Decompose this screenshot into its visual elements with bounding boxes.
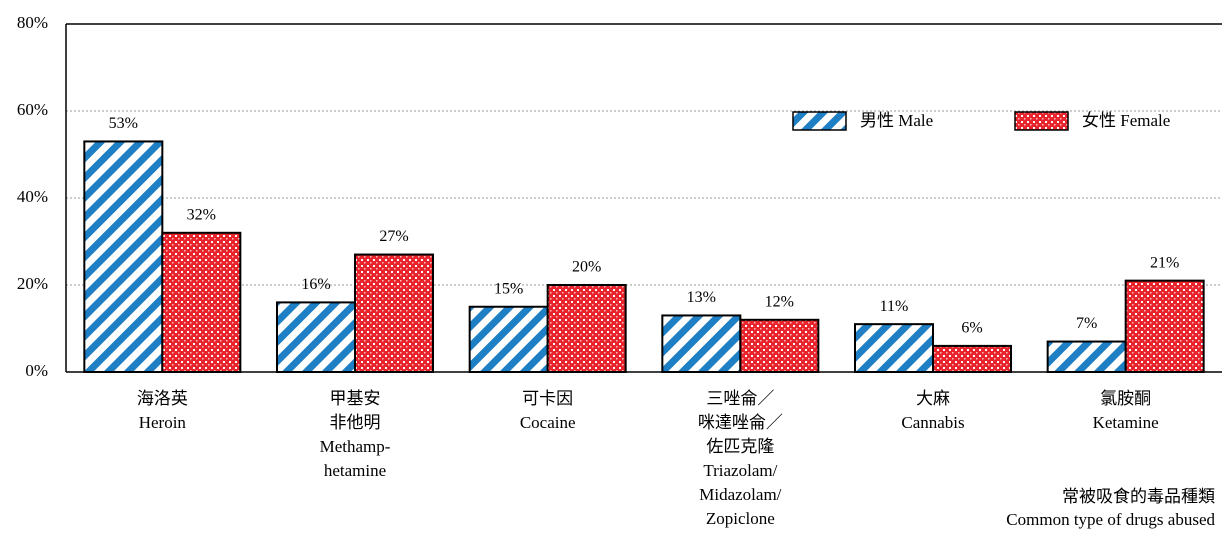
value-label: 20% — [572, 259, 601, 276]
bar — [739, 318, 820, 373]
x-tick-label: hetamine — [324, 461, 386, 480]
value-label: 21% — [1150, 254, 1179, 271]
x-axis-title: 常被吸食的毒品種類 Common type of drugs abused — [1006, 487, 1215, 529]
x-tick-label: Heroin — [139, 413, 187, 432]
x-tick-label: Methamp- — [320, 437, 391, 456]
value-label: 53% — [109, 115, 138, 132]
x-tick-label: 大麻 — [916, 389, 950, 408]
legend-label: 男性 Male — [860, 111, 933, 130]
x-tick-label: 佐匹克隆 — [706, 437, 774, 456]
x-tick-label: Zopiclone — [706, 509, 775, 528]
x-tick-label: Cannabis — [901, 413, 964, 432]
x-tick-label: 海洛英 — [137, 389, 188, 408]
x-tick-label: 氯胺酮 — [1100, 389, 1151, 408]
y-tick-label: 0% — [25, 361, 48, 380]
value-label: 13% — [687, 289, 716, 306]
y-tick-label: 80% — [17, 13, 48, 32]
bar — [1124, 279, 1205, 373]
bar — [932, 344, 1012, 373]
x-tick-label: 咪達唑侖／ — [698, 413, 783, 432]
x-tick-label: Triazolam/ — [703, 461, 777, 480]
x-tick-label: 非他明 — [330, 413, 381, 432]
value-label: 7% — [1076, 315, 1097, 332]
value-label: 15% — [494, 280, 523, 297]
x-tick-label: Cocaine — [520, 413, 576, 432]
y-tick-label: 20% — [17, 274, 48, 293]
bar — [354, 253, 434, 373]
value-label: 32% — [187, 206, 216, 223]
x-tick-label: 可卡因 — [522, 389, 573, 408]
x-axis-title-line: Common type of drugs abused — [1006, 510, 1215, 529]
legend-swatch — [1014, 111, 1069, 131]
value-label: 27% — [379, 228, 408, 245]
bar — [468, 305, 549, 373]
bar — [161, 231, 242, 373]
x-tick-label: 三唑侖／ — [706, 389, 774, 408]
x-axis-title-line: 常被吸食的毒品種類 — [1062, 487, 1215, 506]
value-label: 11% — [880, 298, 909, 315]
legend-swatch — [792, 111, 847, 131]
bar — [546, 284, 627, 373]
value-label: 16% — [301, 276, 330, 293]
y-tick-label: 40% — [17, 187, 48, 206]
x-tick-label: Ketamine — [1093, 413, 1159, 432]
bar — [661, 314, 742, 374]
bar — [83, 140, 164, 373]
value-label: 12% — [765, 293, 794, 310]
bar — [276, 301, 356, 373]
bar — [1046, 340, 1127, 373]
y-tick-label: 60% — [17, 100, 48, 119]
x-tick-label: Midazolam/ — [699, 485, 781, 504]
bar — [854, 323, 934, 373]
legend-label: 女性 Female — [1082, 111, 1170, 130]
x-tick-label: 甲基安 — [330, 389, 381, 408]
value-label: 6% — [961, 320, 982, 337]
